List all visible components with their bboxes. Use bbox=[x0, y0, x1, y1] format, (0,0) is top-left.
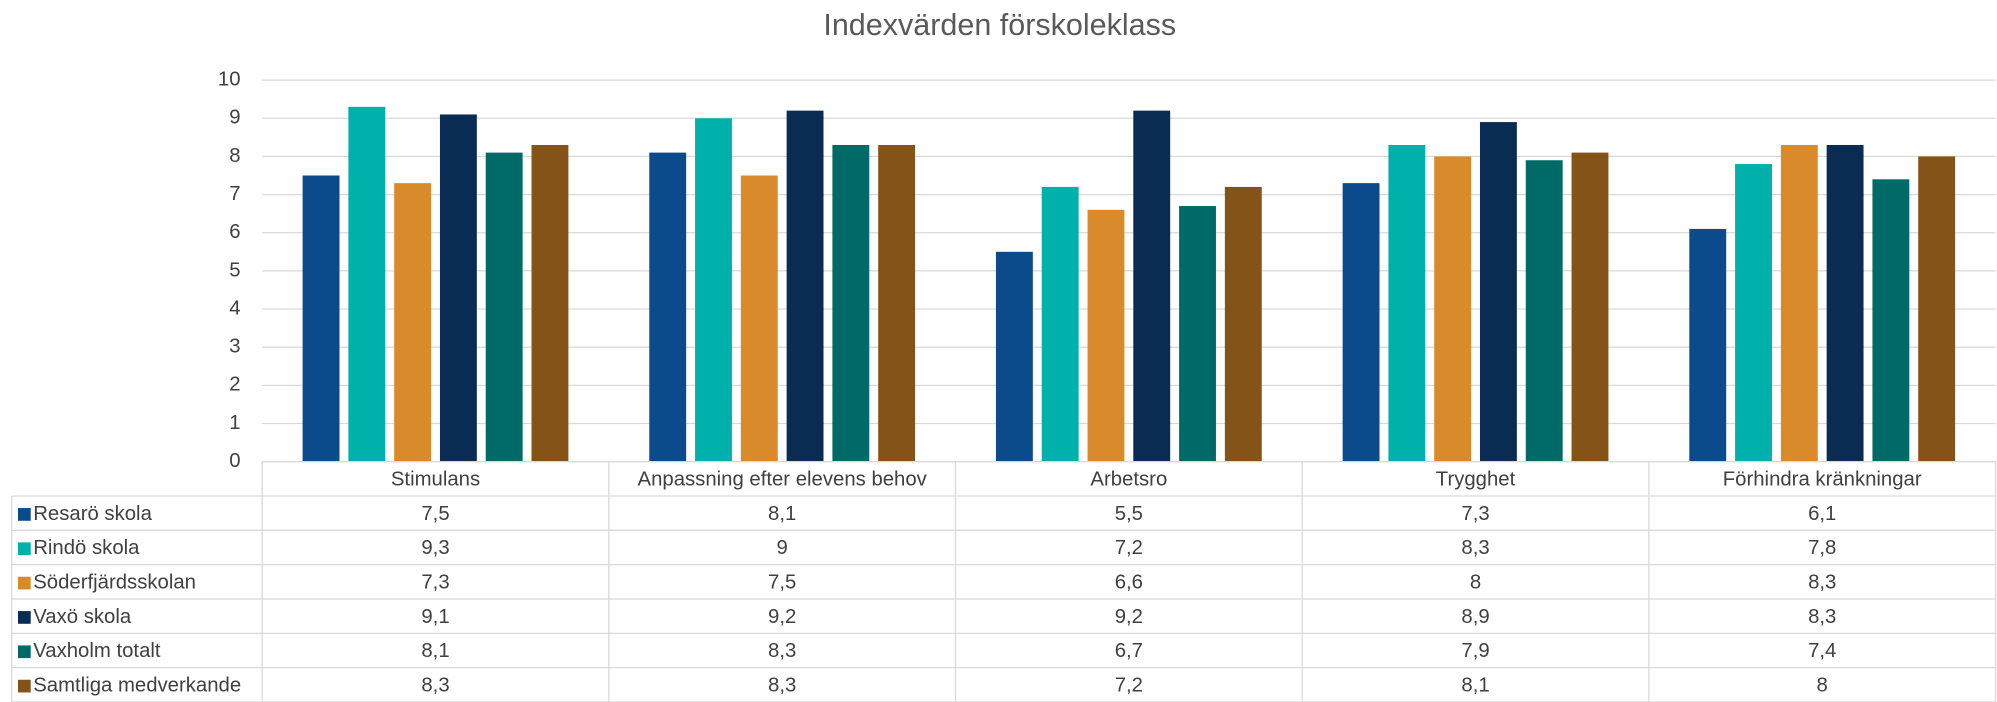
data-label: 7,2 bbox=[1115, 537, 1143, 559]
bar bbox=[1041, 186, 1079, 462]
bar bbox=[786, 110, 824, 462]
bar bbox=[1342, 183, 1380, 462]
chart-title: Indexvärden förskoleklass bbox=[823, 8, 1176, 42]
legend-label: Söderfjärdsskolan bbox=[33, 571, 196, 593]
y-tick-label: 4 bbox=[229, 297, 240, 319]
data-label: 8 bbox=[1470, 571, 1481, 593]
data-label: 8,3 bbox=[1808, 606, 1836, 628]
y-tick-label: 5 bbox=[229, 259, 240, 281]
data-label: 8,1 bbox=[1461, 674, 1489, 696]
y-tick-label: 2 bbox=[229, 374, 240, 396]
x-tick-label: Anpassning efter elevens behov bbox=[638, 468, 928, 490]
bar bbox=[995, 251, 1033, 462]
data-label: 9,2 bbox=[1115, 606, 1143, 628]
data-label: 9,2 bbox=[768, 606, 796, 628]
data-label: 8 bbox=[1817, 674, 1828, 696]
legend-swatch bbox=[17, 576, 31, 590]
bar bbox=[1179, 206, 1216, 462]
y-tick-label: 0 bbox=[229, 450, 240, 472]
bar bbox=[531, 144, 569, 462]
data-label: 6,7 bbox=[1115, 640, 1143, 662]
bar bbox=[1780, 144, 1818, 462]
bar bbox=[1918, 156, 1956, 462]
x-tick-label: Förhindra kränkningar bbox=[1723, 468, 1922, 490]
data-label: 9,3 bbox=[421, 537, 449, 559]
bar bbox=[649, 152, 687, 462]
x-tick-label: Arbetsro bbox=[1090, 468, 1167, 490]
bar bbox=[1434, 156, 1472, 462]
legend-label: Samtliga medverkande bbox=[33, 674, 241, 696]
bar bbox=[1735, 164, 1772, 462]
legend-swatch bbox=[17, 542, 31, 556]
bar bbox=[1571, 152, 1609, 462]
legend-swatch bbox=[17, 611, 31, 624]
y-tick-label: 7 bbox=[229, 183, 240, 205]
y-tick-label: 1 bbox=[229, 412, 240, 434]
y-tick-label: 8 bbox=[229, 145, 240, 167]
y-tick-label: 9 bbox=[229, 107, 240, 129]
bar bbox=[394, 183, 432, 462]
data-label: 5,5 bbox=[1115, 503, 1143, 525]
data-label: 8,9 bbox=[1461, 606, 1489, 628]
legend-label: Vaxholm totalt bbox=[33, 640, 161, 662]
legend-label: Resarö skola bbox=[33, 503, 152, 525]
bar bbox=[1388, 144, 1426, 462]
data-label: 8,3 bbox=[1808, 571, 1836, 593]
data-label: 9 bbox=[777, 537, 788, 559]
y-tick-label: 10 bbox=[218, 68, 241, 90]
data-label: 8,1 bbox=[768, 503, 796, 525]
data-label: 8,1 bbox=[421, 640, 449, 662]
bar bbox=[1872, 179, 1910, 462]
data-label: 8,3 bbox=[768, 674, 796, 696]
data-label: 7,8 bbox=[1808, 537, 1836, 559]
data-label: 7,3 bbox=[421, 571, 449, 593]
x-tick-label: Stimulans bbox=[391, 468, 480, 490]
data-label: 6,6 bbox=[1115, 571, 1143, 593]
y-tick-label: 3 bbox=[229, 336, 240, 358]
legend-swatch bbox=[17, 679, 31, 693]
bar bbox=[1525, 160, 1563, 462]
data-label: 7,2 bbox=[1115, 674, 1143, 696]
bar bbox=[832, 144, 870, 462]
data-label: 7,9 bbox=[1461, 640, 1489, 662]
bar bbox=[1479, 122, 1517, 462]
bar bbox=[695, 118, 732, 462]
legend-label: Vaxö skola bbox=[33, 606, 132, 628]
bar bbox=[485, 152, 523, 462]
data-label: 9,1 bbox=[421, 606, 449, 628]
data-label: 8,3 bbox=[1461, 537, 1489, 559]
x-tick-label: Trygghet bbox=[1436, 468, 1516, 490]
bar bbox=[348, 106, 386, 462]
bar bbox=[1826, 144, 1864, 462]
legend-swatch bbox=[17, 508, 31, 521]
bar bbox=[878, 144, 916, 462]
bar bbox=[1224, 186, 1262, 462]
bar bbox=[740, 175, 778, 462]
data-label: 8,3 bbox=[421, 674, 449, 696]
bar bbox=[1689, 228, 1727, 462]
data-label: 7,4 bbox=[1808, 640, 1836, 662]
data-label: 7,3 bbox=[1461, 503, 1489, 525]
bar bbox=[1133, 110, 1171, 462]
bar bbox=[439, 114, 477, 462]
bar bbox=[1087, 209, 1125, 462]
data-label: 6,1 bbox=[1808, 503, 1836, 525]
legend-label: Rindö skola bbox=[33, 537, 140, 559]
data-label: 8,3 bbox=[768, 640, 796, 662]
legend-swatch bbox=[17, 645, 31, 659]
data-label: 7,5 bbox=[768, 571, 796, 593]
bar bbox=[302, 175, 340, 462]
y-tick-label: 6 bbox=[229, 221, 240, 243]
data-label: 7,5 bbox=[421, 503, 449, 525]
